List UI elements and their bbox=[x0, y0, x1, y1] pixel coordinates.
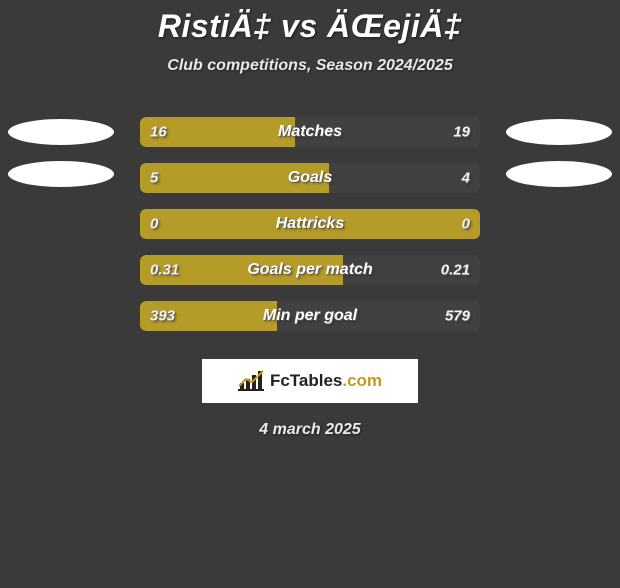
date-label: 4 march 2025 bbox=[0, 421, 620, 439]
stat-bar-left-fill bbox=[140, 301, 277, 331]
logo-chart-icon bbox=[238, 371, 264, 391]
stat-bar-right-fill bbox=[295, 117, 480, 147]
stat-bar: 00Hattricks bbox=[140, 209, 480, 239]
stats-rows: 1619Matches 54Goals 00Hattricks 0.310.21Goa… bbox=[0, 111, 620, 341]
stat-row: 393579Min per goal bbox=[0, 295, 620, 341]
stat-row: 00Hattricks bbox=[0, 203, 620, 249]
stat-row: 0.310.21Goals per match bbox=[0, 249, 620, 295]
player-left-marker bbox=[8, 119, 114, 145]
stat-bar: 0.310.21Goals per match bbox=[140, 255, 480, 285]
stat-bar-right-fill bbox=[277, 301, 480, 331]
page-title: RistiÄ‡ vs ÄŒejiÄ‡ bbox=[0, 8, 620, 45]
logo-text-main: FcTables bbox=[270, 371, 342, 390]
stat-bar-left-fill bbox=[140, 163, 329, 193]
stat-bar-left-fill bbox=[140, 117, 295, 147]
stat-bar: 393579Min per goal bbox=[140, 301, 480, 331]
player-left-marker bbox=[8, 161, 114, 187]
stat-bar-right-fill bbox=[343, 255, 480, 285]
player-right-marker bbox=[506, 161, 612, 187]
stat-bar-left-fill bbox=[140, 209, 480, 239]
stat-bar-right-fill bbox=[329, 163, 480, 193]
player-right-marker bbox=[506, 119, 612, 145]
stat-bar: 54Goals bbox=[140, 163, 480, 193]
stat-row: 1619Matches bbox=[0, 111, 620, 157]
page-subtitle: Club competitions, Season 2024/2025 bbox=[0, 57, 620, 75]
stat-row: 54Goals bbox=[0, 157, 620, 203]
stat-bar: 1619Matches bbox=[140, 117, 480, 147]
fctables-logo: FcTables.com bbox=[202, 359, 418, 403]
logo-text: FcTables.com bbox=[270, 371, 382, 391]
stat-bar-left-fill bbox=[140, 255, 343, 285]
logo-text-suffix: .com bbox=[342, 371, 382, 390]
